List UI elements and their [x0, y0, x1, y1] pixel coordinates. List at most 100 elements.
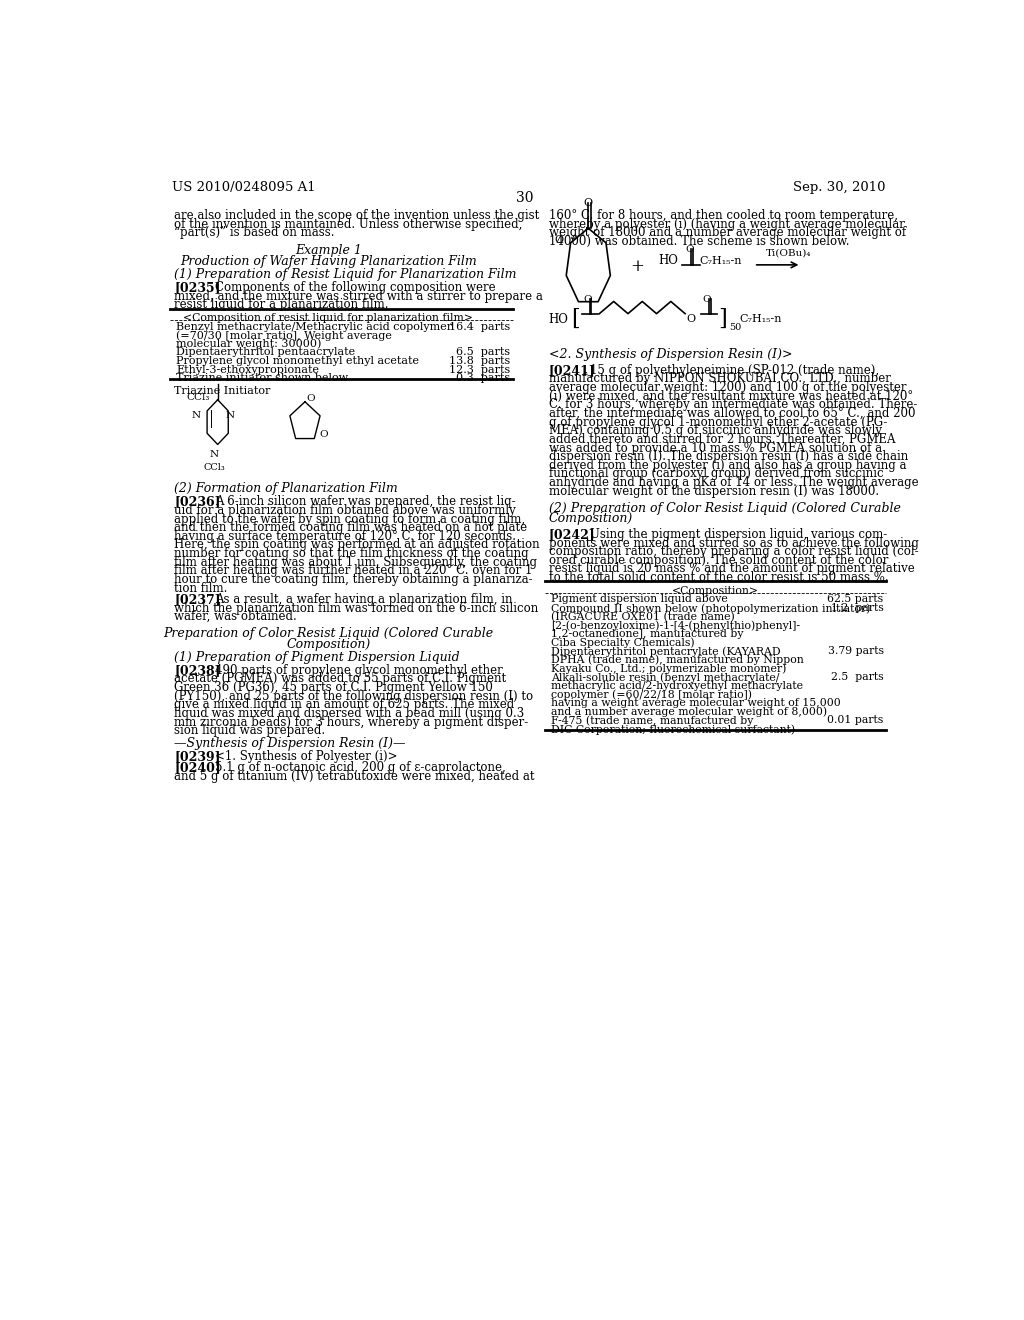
Text: [2-(o-benzoyloxime)-1-[4-(phenylthio)phenyl]-: [2-(o-benzoyloxime)-1-[4-(phenylthio)phe… — [551, 620, 800, 631]
Text: applied to the wafer by spin coating to form a coating film,: applied to the wafer by spin coating to … — [174, 512, 525, 525]
Text: Kayaku Co., Ltd.; polymerizable monomer): Kayaku Co., Ltd.; polymerizable monomer) — [551, 664, 786, 675]
Text: 16.4  parts: 16.4 parts — [450, 322, 511, 331]
Text: molecular weight of the dispersion resin (I) was 18000.: molecular weight of the dispersion resin… — [549, 484, 879, 498]
Text: “part(s)” is based on mass.: “part(s)” is based on mass. — [174, 227, 335, 239]
Text: Dipentaerythritol pentaacrylate: Dipentaerythritol pentaacrylate — [176, 347, 355, 358]
Text: (IRGACURE OXE01 (trade name): (IRGACURE OXE01 (trade name) — [551, 611, 735, 622]
Text: (PY150), and 25 parts of the following dispersion resin (I) to: (PY150), and 25 parts of the following d… — [174, 689, 534, 702]
Text: Composition): Composition) — [549, 512, 633, 525]
Text: derived from the polyester (i) and also has a group having a: derived from the polyester (i) and also … — [549, 459, 906, 471]
Text: US 2010/0248095 A1: US 2010/0248095 A1 — [172, 181, 315, 194]
Text: (1) Preparation of Pigment Dispersion Liquid: (1) Preparation of Pigment Dispersion Li… — [174, 651, 460, 664]
Text: [0239]: [0239] — [174, 750, 220, 763]
Text: <Composition of resist liquid for planarization film>: <Composition of resist liquid for planar… — [183, 313, 473, 323]
Text: Ti(OBu)₄: Ti(OBu)₄ — [766, 248, 811, 257]
Text: F-475 (trade name, manufactured by: F-475 (trade name, manufactured by — [551, 715, 754, 726]
Text: Here, the spin coating was performed at an adjusted rotation: Here, the spin coating was performed at … — [174, 539, 540, 552]
Text: resist liquid for a planarization film.: resist liquid for a planarization film. — [174, 298, 388, 312]
Text: O: O — [584, 198, 593, 207]
Text: [0240]: [0240] — [174, 762, 221, 775]
Text: anhydride and having a pKa of 14 or less. The weight average: anhydride and having a pKa of 14 or less… — [549, 477, 919, 490]
Text: [0237]: [0237] — [174, 593, 220, 606]
Text: composition ratio, thereby preparing a color resist liquid (col-: composition ratio, thereby preparing a c… — [549, 545, 919, 558]
Text: —Synthesis of Dispersion Resin (I)—: —Synthesis of Dispersion Resin (I)— — [174, 737, 406, 750]
Text: 13.8  parts: 13.8 parts — [450, 356, 511, 366]
Text: and a number average molecular weight of 8,000): and a number average molecular weight of… — [551, 706, 827, 717]
Text: O: O — [685, 244, 694, 253]
Text: O: O — [555, 235, 564, 244]
Text: 30: 30 — [516, 191, 534, 205]
Text: mm zirconia beads) for 3 hours, whereby a pigment disper-: mm zirconia beads) for 3 hours, whereby … — [174, 715, 528, 729]
Text: give a mixed liquid in an amount of 625 parts. The mixed: give a mixed liquid in an amount of 625 … — [174, 698, 514, 711]
Text: (=70/30 [molar ratio], Weight average: (=70/30 [molar ratio], Weight average — [176, 330, 392, 341]
Text: having a weight average molecular weight of 15,000: having a weight average molecular weight… — [551, 698, 841, 708]
Text: manufactured by NIPPON SHOKUBAI CO., LTD., number: manufactured by NIPPON SHOKUBAI CO., LTD… — [549, 372, 891, 385]
Text: DIC Corporation; fluorochemical surfactant): DIC Corporation; fluorochemical surfacta… — [551, 725, 795, 735]
Text: 15 g of polyethyleneimine (SP-012 (trade name),: 15 g of polyethyleneimine (SP-012 (trade… — [590, 364, 879, 376]
Text: Production of Wafer Having Planarization Film: Production of Wafer Having Planarization… — [180, 255, 477, 268]
Text: HO: HO — [549, 313, 568, 326]
Text: Example 1: Example 1 — [295, 244, 361, 257]
Text: was added to provide a 10 mass % PGMEA solution of a: was added to provide a 10 mass % PGMEA s… — [549, 441, 882, 454]
Text: C. for 3 hours, whereby an intermediate was obtained. There-: C. for 3 hours, whereby an intermediate … — [549, 399, 916, 412]
Text: (1) Preparation of Resist Liquid for Planarization Film: (1) Preparation of Resist Liquid for Pla… — [174, 268, 516, 281]
Text: copolymer (=60/22/18 [molar ratio]): copolymer (=60/22/18 [molar ratio]) — [551, 689, 752, 700]
Text: resist liquid is 20 mass % and the amount of pigment relative: resist liquid is 20 mass % and the amoun… — [549, 562, 914, 576]
Text: of the invention is maintained. Unless otherwise specified,: of the invention is maintained. Unless o… — [174, 218, 522, 231]
Text: <1. Synthesis of Polyester (i)>: <1. Synthesis of Polyester (i)> — [215, 750, 397, 763]
Text: [: [ — [570, 308, 580, 330]
Text: <2. Synthesis of Dispersion Resin (I)>: <2. Synthesis of Dispersion Resin (I)> — [549, 348, 793, 362]
Text: and then the formed coating film was heated on a hot plate: and then the formed coating film was hea… — [174, 521, 527, 535]
Text: C₇H₁₅-n: C₇H₁₅-n — [699, 256, 742, 265]
Text: whereby a polyester (i) (having a weight average molecular: whereby a polyester (i) (having a weight… — [549, 218, 904, 231]
Text: (2) Formation of Planarization Film: (2) Formation of Planarization Film — [174, 482, 397, 495]
Text: CCl₃: CCl₃ — [186, 393, 209, 403]
Text: O: O — [687, 314, 696, 323]
Text: Green 36 (PG36), 45 parts of C.I. Pigment Yellow 150: Green 36 (PG36), 45 parts of C.I. Pigmen… — [174, 681, 493, 694]
Text: Benzyl methacrylate/Methacrylic acid copolymer: Benzyl methacrylate/Methacrylic acid cop… — [176, 322, 453, 331]
Text: weight of 18000 and a number average molecular weight of: weight of 18000 and a number average mol… — [549, 227, 906, 239]
Text: N: N — [191, 411, 201, 420]
Text: number for coating so that the film thickness of the coating: number for coating so that the film thic… — [174, 546, 528, 560]
Text: Ciba Specialty Chemicals): Ciba Specialty Chemicals) — [551, 638, 694, 648]
Text: 1,2-octanedione], manufactured by: 1,2-octanedione], manufactured by — [551, 630, 743, 639]
Text: O: O — [584, 296, 592, 305]
Text: N: N — [226, 411, 236, 420]
Text: wafer, was obtained.: wafer, was obtained. — [174, 610, 297, 623]
Text: average molecular weight: 1200) and 100 g of the polyester: average molecular weight: 1200) and 100 … — [549, 381, 906, 395]
Text: C₇H₁₅-n: C₇H₁₅-n — [739, 314, 781, 323]
Text: Composition): Composition) — [287, 638, 371, 651]
Text: (i) were mixed, and the resultant mixture was heated at 120°: (i) were mixed, and the resultant mixtur… — [549, 389, 912, 403]
Text: mixed, and the mixture was stirred with a stirrer to prepare a: mixed, and the mixture was stirred with … — [174, 289, 543, 302]
Text: CCl₃: CCl₃ — [204, 463, 225, 471]
Text: acetate (PGMEA) was added to 55 parts of C.I. Pigment: acetate (PGMEA) was added to 55 parts of… — [174, 672, 506, 685]
Text: Triazine Initiator: Triazine Initiator — [174, 387, 270, 396]
Text: having a surface temperature of 120° C. for 120 seconds.: having a surface temperature of 120° C. … — [174, 529, 516, 543]
Text: ponents were mixed and stirred so as to achieve the following: ponents were mixed and stirred so as to … — [549, 536, 919, 549]
Text: +: + — [631, 259, 645, 276]
Text: 12.3  parts: 12.3 parts — [450, 364, 511, 375]
Text: molecular weight: 30000): molecular weight: 30000) — [176, 339, 322, 350]
Text: HO: HO — [658, 255, 678, 268]
Text: Using the pigment dispersion liquid, various com-: Using the pigment dispersion liquid, var… — [590, 528, 887, 541]
Text: functional group (carboxyl group) derived from succinic: functional group (carboxyl group) derive… — [549, 467, 884, 480]
Text: dispersion resin (I). The dispersion resin (I) has a side chain: dispersion resin (I). The dispersion res… — [549, 450, 908, 463]
Text: Dipentaerythritol pentacrylate (KAYARAD: Dipentaerythritol pentacrylate (KAYARAD — [551, 647, 780, 657]
Text: Ethyl-3-ethoxypropionate: Ethyl-3-ethoxypropionate — [176, 364, 319, 375]
Text: film after heating was about 1 μm. Subsequently, the coating: film after heating was about 1 μm. Subse… — [174, 556, 537, 569]
Text: ored curable composition). The solid content of the color: ored curable composition). The solid con… — [549, 554, 888, 566]
Text: Triazine initiator shown below: Triazine initiator shown below — [176, 374, 348, 383]
Text: Pigment dispersion liquid above: Pigment dispersion liquid above — [551, 594, 728, 605]
Text: [0242]: [0242] — [549, 528, 595, 541]
Text: O: O — [702, 296, 712, 305]
Text: added thereto and stirred for 2 hours. Thereafter, PGMEA: added thereto and stirred for 2 hours. T… — [549, 433, 895, 446]
Text: N: N — [210, 450, 219, 458]
Text: after, the intermediate was allowed to cool to 65° C., and 200: after, the intermediate was allowed to c… — [549, 407, 915, 420]
Text: DPHA (trade name), manufactured by Nippon: DPHA (trade name), manufactured by Nippo… — [551, 655, 804, 665]
Text: 0.01 parts: 0.01 parts — [827, 715, 884, 726]
Text: methacrylic acid/2-hydroxyethyl methacrylate: methacrylic acid/2-hydroxyethyl methacry… — [551, 681, 803, 690]
Text: Compound II shown below (photopolymerization initiator): Compound II shown below (photopolymeriza… — [551, 603, 870, 614]
Text: 0.3  parts: 0.3 parts — [457, 374, 511, 383]
Text: [0235]: [0235] — [174, 281, 220, 294]
Text: 2.5  parts: 2.5 parts — [830, 672, 884, 682]
